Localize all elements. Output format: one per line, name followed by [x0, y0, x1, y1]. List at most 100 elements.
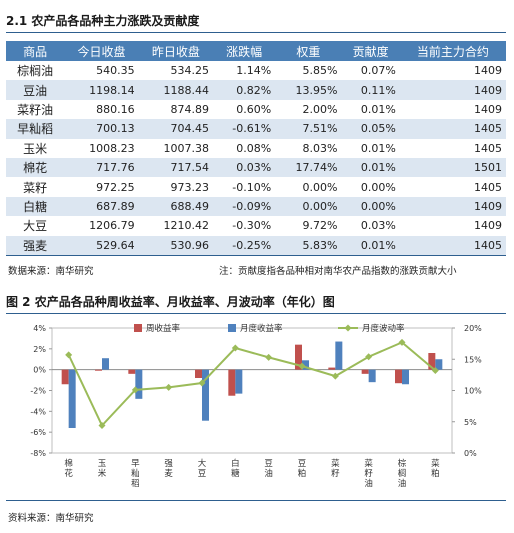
category-label: 菜籽油	[364, 458, 373, 489]
bar-weekly	[195, 369, 202, 378]
table-row: 棕榈油 540.35 534.25 1.14% 5.85% 0.07% 1409	[6, 61, 506, 80]
category-label-char: 花	[64, 468, 73, 479]
table-cell: 1188.44	[138, 80, 213, 100]
table-cell: 529.64	[64, 235, 139, 256]
category-label: 早籼稻	[131, 459, 140, 489]
category-label-char: 菜	[431, 458, 440, 469]
chart-bottom-divider	[6, 500, 506, 501]
volatility-point	[65, 351, 73, 359]
table-cell: 1206.79	[89, 219, 135, 233]
category-label-char: 籽	[331, 468, 340, 479]
category-label: 菜粕	[431, 458, 440, 479]
table-cell: 1008.23	[89, 141, 135, 155]
table-row: 菜籽油 880.16 874.89 0.60% 2.00% 0.01% 1409	[6, 100, 506, 119]
column-header: 涨跌幅	[212, 41, 276, 61]
commodity-name: 大豆	[23, 219, 48, 234]
volatility-point	[265, 353, 273, 361]
volatility-point	[398, 338, 406, 346]
table-cell: 0.60%	[236, 102, 272, 116]
commodity-name: 棕榈油	[17, 64, 54, 79]
table-cell: 0.01%	[360, 141, 396, 155]
y-left-tick-label: -2%	[30, 387, 46, 396]
table-cell: -0.30%	[232, 219, 272, 233]
category-label-char: 稻	[131, 478, 140, 489]
bar-monthly	[102, 358, 109, 370]
commodity-name: 豆油	[6, 80, 65, 100]
table-cell: 1405	[474, 141, 502, 155]
bar-weekly	[328, 367, 336, 370]
table-cell: -0.25%	[212, 235, 276, 256]
table-cell: 1405	[399, 235, 506, 256]
y-left-tick-label: -6%	[30, 428, 46, 437]
category-label-char: 早	[131, 459, 140, 469]
table-cell: 1405	[399, 119, 506, 139]
table-cell: 530.96	[138, 235, 213, 256]
bar-weekly	[95, 369, 102, 371]
category-label-char: 大	[198, 458, 207, 469]
table-cell: 717.54	[138, 157, 213, 178]
table-cell: 1.14%	[236, 64, 272, 78]
category-label-char: 油	[398, 478, 407, 489]
table-cell: 0.00%	[341, 196, 400, 217]
table-cell: 704.45	[138, 119, 213, 139]
y-right-tick-label: 10%	[464, 387, 482, 396]
legend-label: 月度波动率	[362, 323, 405, 334]
table-row: 豆油 1198.14 1188.44 0.82% 13.95% 0.11% 1409	[6, 80, 506, 100]
legend-label: 月度收益率	[240, 323, 283, 334]
table-cell: -0.10%	[232, 180, 272, 194]
table-cell: 700.13	[64, 119, 139, 139]
category-label-char: 榈	[398, 468, 407, 479]
volatility-point	[231, 344, 239, 352]
table-title: 2.1 农产品各品种主力涨跌及贡献度	[6, 14, 200, 28]
legend-marker	[344, 324, 352, 332]
column-header: 昨日收盘	[138, 41, 213, 61]
bar-monthly	[68, 369, 76, 428]
commodity-name: 白糖	[6, 196, 65, 217]
category-label-char: 菜	[364, 458, 373, 469]
volatility-point	[198, 379, 206, 387]
column-header: 当前主力合约	[399, 41, 506, 61]
category-label: 豆粕	[298, 459, 307, 479]
table-cell: 0.00%	[302, 180, 338, 194]
table-row: 棉花 717.76 717.54 0.03% 17.74% 0.01% 1501	[6, 157, 506, 178]
category-label-char: 粕	[431, 468, 440, 479]
commodity-name: 早籼稻	[6, 119, 65, 139]
table-row: 白糖 687.89 688.49 -0.09% 0.00% 0.00% 1409	[6, 196, 506, 217]
category-label-char: 籽	[364, 468, 373, 479]
table-cell: 687.89	[64, 196, 139, 217]
table-cell: -0.61%	[212, 119, 276, 139]
category-label: 菜籽	[331, 458, 340, 479]
legend-swatch	[134, 324, 142, 332]
table-cell: 1409	[474, 219, 502, 233]
table-source: 数据来源：南华研究	[8, 266, 94, 277]
y-right-tick-label: 0%	[464, 449, 477, 458]
title-divider	[6, 32, 506, 33]
category-label: 大豆	[198, 458, 207, 479]
table-footnote: 注：贡献度指各品种相对南华农产品指数的涨跌贡献大小	[219, 266, 457, 277]
volatility-line	[67, 341, 436, 428]
table-cell: 2.00%	[302, 102, 338, 116]
table-cell: 0.08%	[236, 141, 272, 155]
table-cell: 1210.42	[163, 219, 209, 233]
volatility-point	[431, 367, 439, 374]
category-label-char: 豆	[198, 469, 207, 479]
table-cell: 0.05%	[341, 119, 400, 139]
bar-monthly	[235, 369, 243, 394]
table-cell: 0.00%	[360, 180, 396, 194]
table-cell: 0.01%	[341, 235, 400, 256]
table-cell: 1198.14	[64, 80, 139, 100]
category-label-char: 籼	[131, 468, 140, 479]
legend-label: 周收益率	[146, 323, 181, 334]
volatility-point	[98, 422, 106, 429]
table-cell: 17.74%	[275, 157, 342, 178]
column-header: 贡献度	[341, 41, 400, 61]
bar-weekly	[395, 369, 402, 384]
chart-source: 资料来源：南华研究	[8, 513, 94, 524]
bar-monthly	[335, 341, 343, 370]
table-cell: 7.51%	[275, 119, 342, 139]
commodity-name: 玉米	[23, 141, 48, 156]
volatility-point	[331, 372, 339, 380]
volatility-point	[298, 362, 306, 370]
y-left-tick-label: 2%	[33, 345, 46, 354]
table-cell: 1409	[399, 196, 506, 217]
